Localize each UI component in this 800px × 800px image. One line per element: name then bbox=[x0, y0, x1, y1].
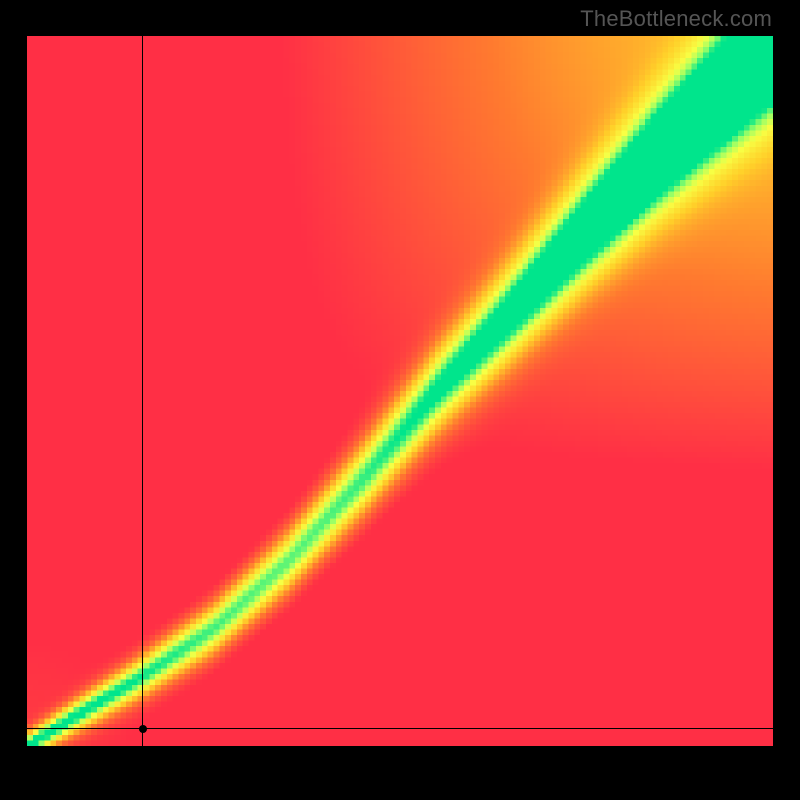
attribution-text: TheBottleneck.com bbox=[580, 6, 772, 32]
page-container: TheBottleneck.com bbox=[0, 0, 800, 800]
plot-area bbox=[27, 36, 773, 746]
bottleneck-heatmap bbox=[27, 36, 773, 746]
crosshair-vertical bbox=[142, 36, 143, 746]
crosshair-marker bbox=[139, 725, 147, 733]
